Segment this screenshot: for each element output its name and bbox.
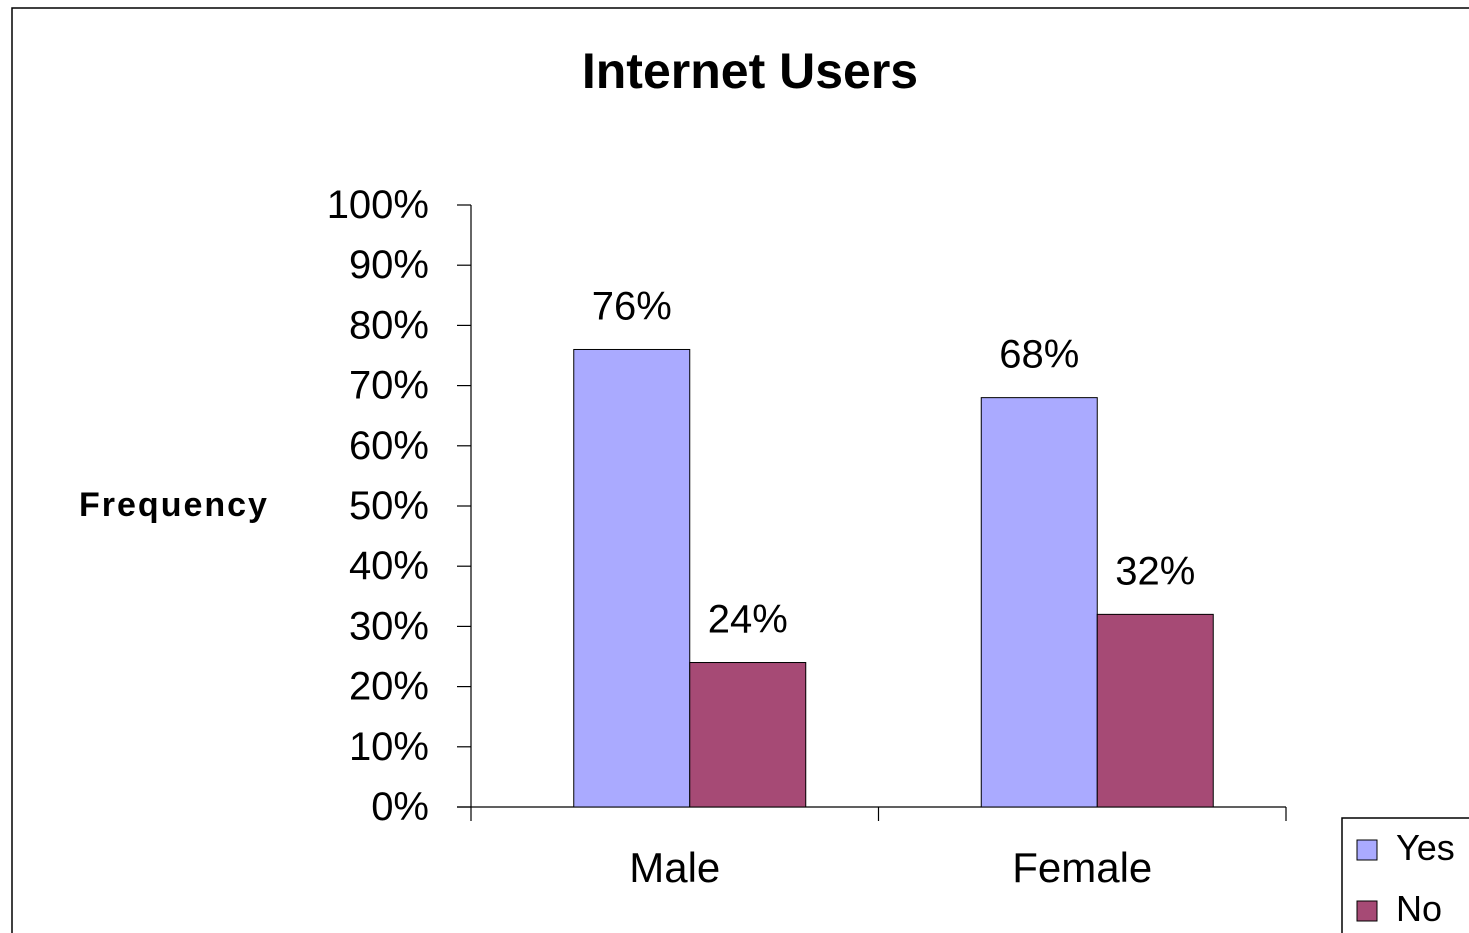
legend-label-no: No — [1396, 888, 1442, 929]
bar-no-female — [1096, 613, 1214, 808]
y-tick-label: 90% — [349, 243, 429, 287]
legend-label-yes: Yes — [1396, 827, 1455, 868]
y-tick-label: 70% — [349, 364, 429, 408]
y-tick-label: 100% — [327, 183, 429, 227]
chart-title: Internet Users — [582, 43, 918, 99]
y-tick-label: 50% — [349, 484, 429, 528]
data-labels: 76% 24% 68% 32% — [592, 284, 1196, 641]
bar-yes-female — [980, 397, 1098, 808]
y-tick-label: 80% — [349, 303, 429, 347]
bars — [573, 348, 1214, 808]
legend-swatch-no — [1356, 900, 1378, 922]
data-label: 68% — [999, 333, 1079, 377]
legend: Yes No — [1341, 817, 1469, 933]
x-tick-label: Female — [1012, 844, 1152, 891]
y-tick-label: 40% — [349, 544, 429, 588]
y-tick-label: 30% — [349, 604, 429, 648]
legend-swatch-yes — [1356, 839, 1378, 861]
data-label: 24% — [708, 598, 788, 642]
bar-no-male — [689, 662, 807, 808]
y-tick-label: 20% — [349, 665, 429, 709]
data-label: 76% — [592, 284, 672, 328]
y-tick-label: 60% — [349, 424, 429, 468]
x-tick-label: Male — [629, 844, 720, 891]
y-tick-label: 0% — [371, 785, 429, 829]
y-axis-label: Frequency — [79, 486, 269, 524]
data-label: 32% — [1115, 549, 1195, 593]
y-tick-label: 10% — [349, 725, 429, 769]
y-axis-ticks: 0% 10% 20% 30% 40% 50% 60% 70% 80% 90% 100% — [327, 183, 472, 829]
bar-yes-male — [573, 348, 691, 808]
x-axis-tick-labels: Male Female — [629, 844, 1152, 891]
